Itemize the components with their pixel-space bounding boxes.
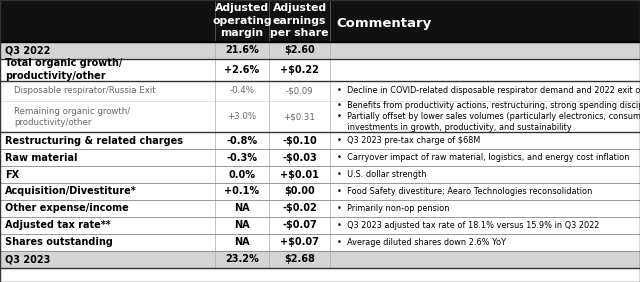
Text: •  Q3 2023 pre-tax charge of $68M: • Q3 2023 pre-tax charge of $68M bbox=[337, 136, 480, 145]
Text: NA: NA bbox=[234, 203, 250, 213]
Text: Adjusted tax rate**: Adjusted tax rate** bbox=[5, 220, 111, 230]
Text: -0.3%: -0.3% bbox=[227, 153, 257, 163]
Text: •  Food Safety divestiture; Aearo Technologies reconsolidation: • Food Safety divestiture; Aearo Technol… bbox=[337, 187, 592, 196]
Bar bbox=[0, 81, 640, 101]
Text: -$0.02: -$0.02 bbox=[282, 203, 317, 213]
Text: +$0.22: +$0.22 bbox=[280, 65, 319, 75]
Text: Raw material: Raw material bbox=[5, 153, 77, 163]
Text: Q3 2023: Q3 2023 bbox=[5, 254, 51, 264]
Text: -0.8%: -0.8% bbox=[227, 136, 257, 146]
Text: NA: NA bbox=[234, 220, 250, 230]
Text: -$0.07: -$0.07 bbox=[282, 220, 317, 230]
Bar bbox=[0, 101, 640, 132]
Text: -0.4%: -0.4% bbox=[229, 87, 255, 95]
Text: 0.0%: 0.0% bbox=[228, 169, 255, 180]
Text: Disposable respirator/Russia Exit: Disposable respirator/Russia Exit bbox=[14, 87, 156, 95]
Text: +3.0%: +3.0% bbox=[227, 112, 257, 121]
Bar bbox=[0, 251, 640, 268]
Text: Acquisition/Divestiture*: Acquisition/Divestiture* bbox=[5, 186, 137, 197]
Bar bbox=[0, 166, 640, 183]
Bar bbox=[0, 183, 640, 200]
Text: $0.00: $0.00 bbox=[284, 186, 315, 197]
Text: 23.2%: 23.2% bbox=[225, 254, 259, 264]
Bar bbox=[0, 200, 640, 217]
Text: +$0.01: +$0.01 bbox=[280, 169, 319, 180]
Text: Q3 2022: Q3 2022 bbox=[5, 45, 51, 55]
Text: $2.68: $2.68 bbox=[284, 254, 315, 264]
Text: •  Q3 2023 adjusted tax rate of 18.1% versus 15.9% in Q3 2022: • Q3 2023 adjusted tax rate of 18.1% ver… bbox=[337, 221, 599, 230]
Text: •  Primarily non-op pension: • Primarily non-op pension bbox=[337, 204, 449, 213]
Text: -$0.09: -$0.09 bbox=[285, 87, 314, 95]
Text: Remaining organic growth/
productivity/other: Remaining organic growth/ productivity/o… bbox=[14, 107, 130, 127]
Bar bbox=[0, 149, 640, 166]
Text: NA: NA bbox=[234, 237, 250, 247]
Text: +2.6%: +2.6% bbox=[225, 65, 259, 75]
Bar bbox=[0, 0, 640, 42]
Text: +$0.31: +$0.31 bbox=[284, 112, 316, 121]
Bar bbox=[0, 59, 640, 81]
Text: Other expense/income: Other expense/income bbox=[5, 203, 129, 213]
Bar bbox=[0, 217, 640, 234]
Text: Adjusted
operating
margin: Adjusted operating margin bbox=[212, 3, 272, 38]
Text: FX: FX bbox=[5, 169, 19, 180]
Text: +0.1%: +0.1% bbox=[225, 186, 259, 197]
Text: $2.60: $2.60 bbox=[284, 45, 315, 55]
Text: -$0.03: -$0.03 bbox=[282, 153, 317, 163]
Text: •  Decline in COVID-related disposable respirator demand and 2022 exit of operat: • Decline in COVID-related disposable re… bbox=[337, 87, 640, 95]
Text: •  U.S. dollar strength: • U.S. dollar strength bbox=[337, 170, 426, 179]
Text: Shares outstanding: Shares outstanding bbox=[5, 237, 113, 247]
Text: Total organic growth/
productivity/other: Total organic growth/ productivity/other bbox=[5, 58, 122, 81]
Text: •  Carryover impact of raw material, logistics, and energy cost inflation: • Carryover impact of raw material, logi… bbox=[337, 153, 629, 162]
Bar bbox=[0, 42, 640, 59]
Text: •  Average diluted shares down 2.6% YoY: • Average diluted shares down 2.6% YoY bbox=[337, 238, 506, 247]
Bar bbox=[0, 132, 640, 149]
Text: Commentary: Commentary bbox=[337, 17, 432, 30]
Text: +$0.07: +$0.07 bbox=[280, 237, 319, 247]
Text: 21.6%: 21.6% bbox=[225, 45, 259, 55]
Text: Restructuring & related charges: Restructuring & related charges bbox=[5, 136, 183, 146]
Text: Adjusted
earnings
per share: Adjusted earnings per share bbox=[270, 3, 329, 38]
Bar bbox=[0, 234, 640, 251]
Text: -$0.10: -$0.10 bbox=[282, 136, 317, 146]
Text: •  Benefits from productivity actions, restructuring, strong spending discipline: • Benefits from productivity actions, re… bbox=[337, 102, 640, 132]
